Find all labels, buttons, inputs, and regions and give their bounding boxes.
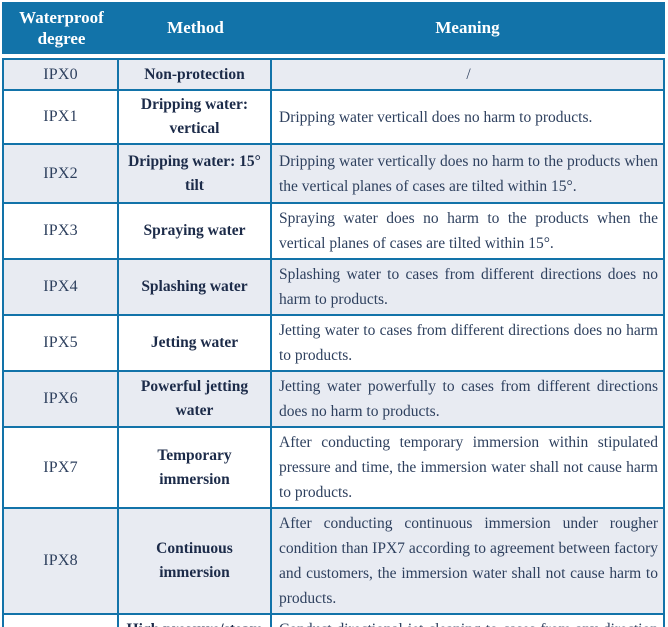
method-cell: Dripping water: vertical xyxy=(117,89,272,145)
meaning-cell: Splashing water to cases from different … xyxy=(270,258,665,316)
meaning-cell: Spraying water does no harm to the produ… xyxy=(270,202,665,260)
header-method: Method xyxy=(167,18,224,38)
degree-cell: IPX2 xyxy=(2,143,119,204)
degree-cell: IPX1 xyxy=(2,89,119,145)
meaning-cell: Conduct directional jet cleaning to case… xyxy=(270,613,665,627)
table-row: IPX6 Powerful jetting water Jetting wate… xyxy=(2,370,665,428)
table-row: IPX7 Temporary immersion After conductin… xyxy=(2,426,665,509)
method-cell: Jetting water xyxy=(117,314,272,372)
meaning-cell: Dripping water verticall does no harm to… xyxy=(270,89,665,145)
meaning-cell: Dripping water vertically does no harm t… xyxy=(270,143,665,204)
degree-cell: IPX3 xyxy=(2,202,119,260)
degree-cell: IPX5 xyxy=(2,314,119,372)
method-cell: Dripping water: 15° tilt xyxy=(117,143,272,204)
table-row: IPX0 Non-protection / xyxy=(2,58,665,91)
degree-cell: IPX8 xyxy=(2,507,119,615)
degree-cell: IPX6 xyxy=(2,370,119,428)
table-row: IPX8 Continuous immersion After conducti… xyxy=(2,507,665,615)
method-cell: Spraying water xyxy=(117,202,272,260)
method-cell: Non-protection xyxy=(117,58,272,91)
header-waterproof-degree: Waterproof degree xyxy=(19,7,104,48)
table-row: IPX2 Dripping water: 15° tilt Dripping w… xyxy=(2,143,665,204)
table-row: IPX3 Spraying water Spraying water does … xyxy=(2,202,665,260)
method-cell: Temporary immersion xyxy=(117,426,272,509)
header-meaning: Meaning xyxy=(435,18,500,38)
meaning-cell: After conducting continuous immersion un… xyxy=(270,507,665,615)
table-header-row: Waterproof degree Method Meaning xyxy=(2,2,665,54)
table-row: IPX9K High pressure/steam jet cleaning t… xyxy=(2,613,665,627)
method-cell: High pressure/steam jet cleaning test xyxy=(117,613,272,627)
meaning-cell: After conducting temporary immersion wit… xyxy=(270,426,665,509)
method-cell: Continuous immersion xyxy=(117,507,272,615)
meaning-cell: / xyxy=(270,58,665,91)
waterproof-rating-table: IPX0 Non-protection / IPX1 Dripping wate… xyxy=(2,58,665,627)
degree-cell: IPX7 xyxy=(2,426,119,509)
table-row: IPX5 Jetting water Jetting water to case… xyxy=(2,314,665,372)
meaning-cell: Jetting water to cases from different di… xyxy=(270,314,665,372)
degree-cell: IPX0 xyxy=(2,58,119,91)
table-row: IPX1 Dripping water: vertical Dripping w… xyxy=(2,89,665,145)
method-cell: Powerful jetting water xyxy=(117,370,272,428)
header-body-gap xyxy=(2,54,665,58)
degree-cell: IPX9K xyxy=(2,613,119,627)
method-cell: Splashing water xyxy=(117,258,272,316)
table-row: IPX4 Splashing water Splashing water to … xyxy=(2,258,665,316)
meaning-cell: Jetting water powerfully to cases from d… xyxy=(270,370,665,428)
degree-cell: IPX4 xyxy=(2,258,119,316)
